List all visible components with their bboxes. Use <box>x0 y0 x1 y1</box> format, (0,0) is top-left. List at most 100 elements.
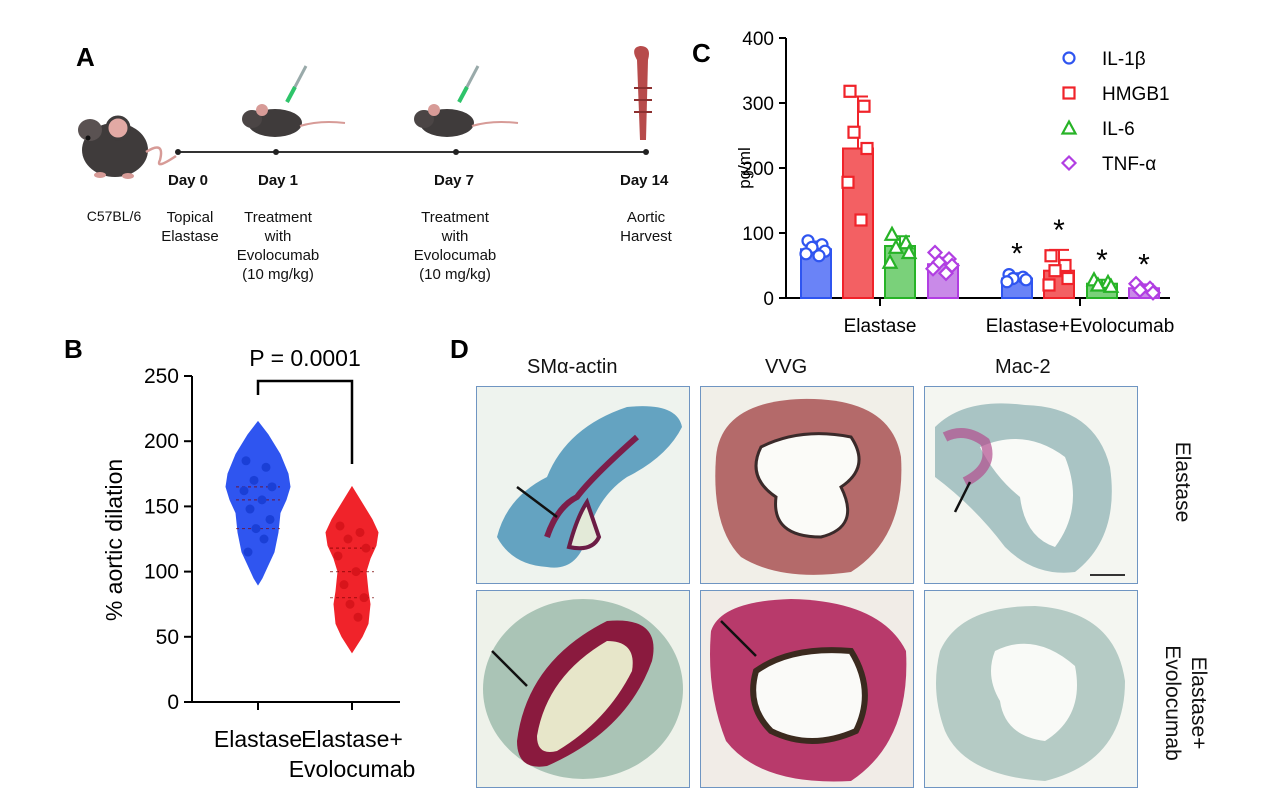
timeline-day7-label: Day 7 <box>434 172 475 189</box>
data-point <box>343 534 353 544</box>
violin-body <box>225 420 291 586</box>
event-line: (10 mg/kg) <box>419 266 491 283</box>
aorta-icon <box>634 46 652 140</box>
data-point <box>1060 154 1078 172</box>
event-line: with <box>264 228 292 245</box>
legend-label: TNF-α <box>1102 154 1156 175</box>
data-point <box>881 253 899 269</box>
data-point <box>251 524 261 534</box>
timeline-event-day7: Treatment with Evolocumab (10 mg/kg) <box>405 208 505 284</box>
data-point <box>345 599 355 609</box>
timeline-tick-day14 <box>643 149 649 155</box>
y-axis-title: pg/ml <box>735 147 754 189</box>
micrograph-smactin-elastase-evolocumab <box>476 590 690 788</box>
timeline-event-day0: Topical Elastase <box>150 208 230 246</box>
data-point <box>860 141 874 156</box>
legend-label: IL-6 <box>1102 119 1135 140</box>
event-line: with <box>441 228 469 245</box>
data-point <box>259 534 269 544</box>
y-tick-label: 0 <box>167 691 179 714</box>
data-point <box>799 247 813 261</box>
micrograph-mac2-elastase <box>924 386 1138 584</box>
event-line: Treatment <box>244 209 312 226</box>
data-point <box>897 233 915 250</box>
data-point <box>243 547 253 557</box>
x-tick-label: Elastase+ <box>301 726 403 752</box>
data-point <box>847 125 861 139</box>
micrograph-mac2-elastase-evolocumab <box>924 590 1138 788</box>
data-point <box>1019 273 1033 287</box>
data-point <box>857 99 871 113</box>
data-point <box>241 456 251 466</box>
data-point <box>335 521 345 531</box>
data-point <box>924 260 942 277</box>
data-point <box>900 243 918 260</box>
row-label-line: Elastase+ <box>1187 656 1210 750</box>
data-point <box>359 593 369 603</box>
data-point <box>883 225 901 241</box>
data-point <box>257 495 267 505</box>
event-line: Evolocumab <box>236 247 320 264</box>
x-tick-label: Elastase <box>844 316 917 337</box>
histology-col-header-vvg: VVG <box>765 356 808 378</box>
significance-star: * <box>1011 237 1023 270</box>
significance-star: * <box>1138 248 1150 281</box>
data-point <box>887 238 905 254</box>
timeline-event-day14: Aortic Harvest <box>606 208 686 246</box>
row-label-line: Elastase <box>1171 441 1194 523</box>
histology-col-header-smactin: SMα-actin <box>527 356 618 378</box>
data-point <box>353 612 363 622</box>
violin-chart: 0 50 100 150 200 250 % aortic dilation Elastase… <box>101 345 415 782</box>
y-tick-label: 400 <box>742 29 774 50</box>
panel-d-letter: D <box>450 334 469 364</box>
event-line: Evolocumab <box>413 247 497 264</box>
data-point <box>339 580 349 590</box>
data-point <box>843 84 857 98</box>
cytokine-bar-chart: 0 100 200 300 400 Elastase Elastase+Evolocumab… <box>735 29 1174 337</box>
legend-label: HMGB1 <box>1102 84 1170 105</box>
micrograph-smactin-elastase <box>476 386 690 584</box>
panel-c-letter: C <box>692 38 711 68</box>
data-point <box>1000 275 1014 289</box>
data-point <box>812 249 826 263</box>
histology-row-label-elastase: Elastase <box>1170 427 1194 537</box>
data-point <box>333 551 343 561</box>
y-tick-label: 100 <box>742 224 774 245</box>
y-tick-label: 150 <box>144 495 179 518</box>
data-point <box>1102 277 1120 293</box>
timeline-day1-label: Day 1 <box>258 172 299 189</box>
data-point <box>361 543 371 553</box>
mouse-injection-icon-day1 <box>242 65 346 137</box>
micrograph-vvg-elastase <box>700 386 914 584</box>
y-tick-label: 200 <box>144 430 179 453</box>
panel-b-letter: B <box>64 334 83 364</box>
y-tick-label: 250 <box>144 365 179 388</box>
timeline-tick-day0 <box>175 149 181 155</box>
y-tick-label: 300 <box>742 94 774 115</box>
significance-star: * <box>1053 214 1065 247</box>
data-point <box>351 567 361 577</box>
x-tick-label: Evolocumab <box>289 756 416 782</box>
mouse-icon <box>78 115 177 179</box>
y-tick-label: 0 <box>763 289 774 310</box>
x-tick-label: Elastase <box>214 726 302 752</box>
event-line: Treatment <box>421 209 489 226</box>
strain-label: C57BL/6 <box>86 208 142 224</box>
significance-bracket <box>256 379 354 464</box>
data-point <box>1062 51 1076 65</box>
p-value-label: P = 0.0001 <box>249 345 361 371</box>
data-point <box>1061 271 1075 286</box>
data-point <box>1042 278 1056 292</box>
y-tick-label: 100 <box>144 561 179 584</box>
data-point <box>245 504 255 514</box>
data-point <box>355 527 365 537</box>
histology-col-header-mac2: Mac-2 <box>995 356 1051 378</box>
event-line: Harvest <box>620 228 672 245</box>
event-line: Aortic <box>626 209 666 226</box>
significance-star: * <box>1096 244 1108 277</box>
data-point <box>1048 264 1062 278</box>
data-point <box>937 265 955 282</box>
y-tick-label: 50 <box>156 626 179 649</box>
y-axis-title: % aortic dilation <box>101 459 127 621</box>
